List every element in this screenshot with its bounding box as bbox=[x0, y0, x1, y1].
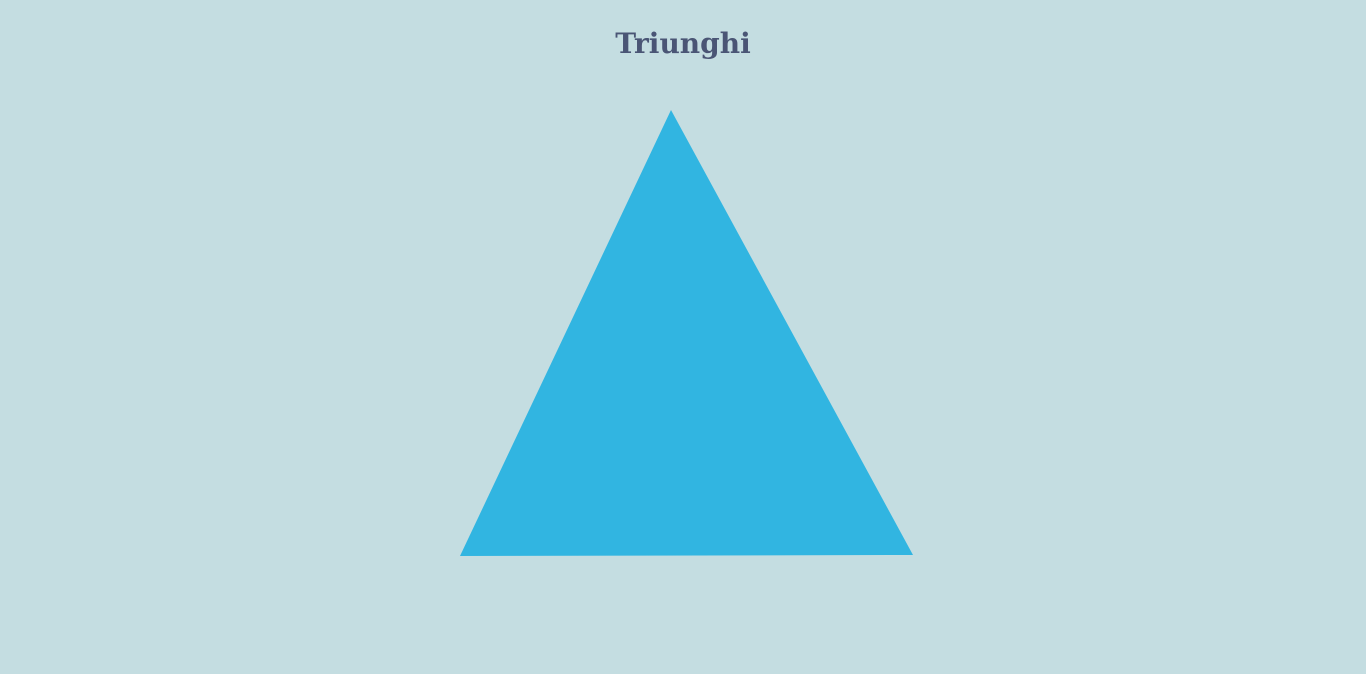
page-title: Triunghi bbox=[615, 27, 751, 60]
triangle-shape bbox=[460, 110, 913, 556]
